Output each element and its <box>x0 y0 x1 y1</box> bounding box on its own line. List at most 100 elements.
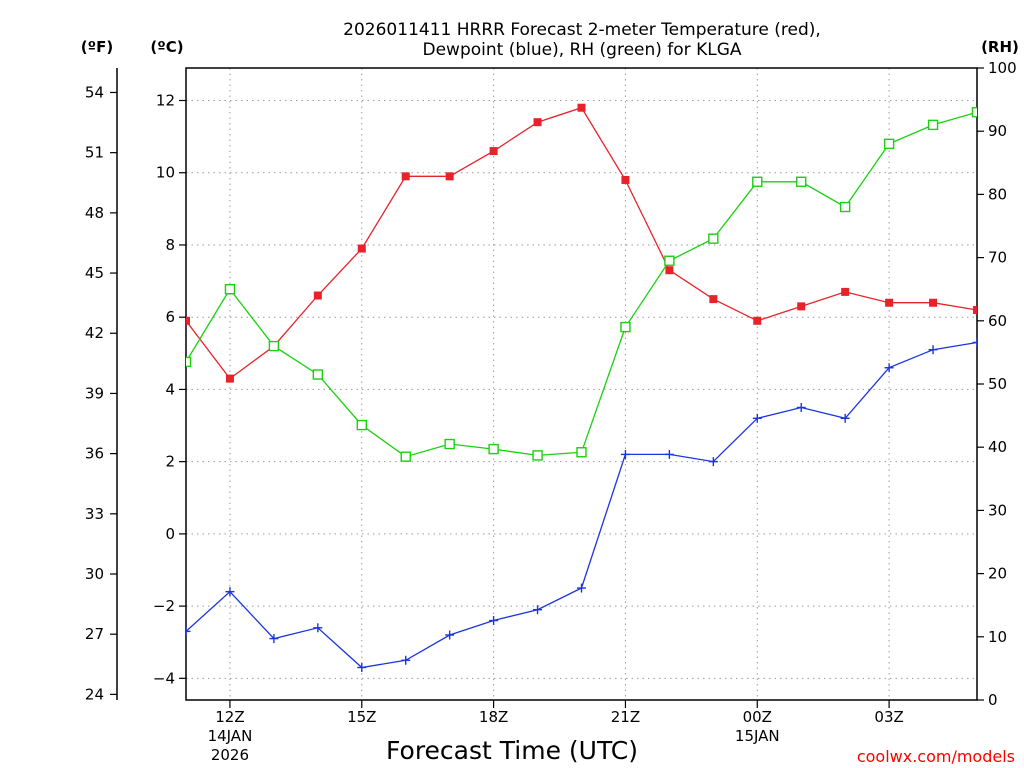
celsius-tick-label: 8 <box>165 236 175 254</box>
rh-line <box>186 111 977 458</box>
dewpoint-point <box>928 345 938 355</box>
rh-tick-label: 80 <box>988 185 1007 203</box>
rh-tick-label: 50 <box>988 375 1007 393</box>
rh-tick-label: 40 <box>988 438 1007 456</box>
x-tick-label: 12Z <box>215 708 244 726</box>
x-tick-label: 00Z <box>743 708 772 726</box>
dewpoint-point <box>620 449 630 459</box>
rh-tick-label: 30 <box>988 501 1007 519</box>
temperature-point <box>797 302 806 311</box>
celsius-tick-label: 0 <box>165 525 175 543</box>
x-tick-label: 03Z <box>874 708 903 726</box>
series-layer <box>186 103 977 672</box>
dewpoint-point <box>884 363 894 373</box>
chart-title-line-2: Dewpoint (blue), RH (green) for KLGA <box>423 40 742 60</box>
rh-point <box>356 419 367 431</box>
temperature-point <box>313 291 322 300</box>
fahrenheit-tick-label: 51 <box>85 144 104 162</box>
x-axis-label: Forecast Time (UTC) <box>386 736 638 765</box>
temperature-point <box>665 266 674 275</box>
fahrenheit-tick-label: 27 <box>85 625 104 643</box>
dewpoint-point <box>577 583 586 593</box>
dewpoint-point <box>401 655 411 665</box>
temperature-point <box>709 295 718 304</box>
rh-point <box>224 284 236 295</box>
rh-point <box>186 356 192 368</box>
rh-point <box>664 255 675 266</box>
x-tick-label: 18Z <box>479 708 508 726</box>
temperature-point <box>357 244 366 253</box>
rh-point <box>576 447 587 458</box>
celsius-tick-label: −2 <box>153 597 175 615</box>
plot-border <box>185 67 978 701</box>
rh-point <box>839 201 851 213</box>
dewpoint-point <box>225 587 235 597</box>
dewpoint-point <box>840 413 850 423</box>
fahrenheit-tick-label: 42 <box>85 324 104 342</box>
x-tick-year-label: 2026 <box>211 746 249 764</box>
celsius-tick-label: 6 <box>165 308 175 326</box>
series-rh <box>186 107 977 462</box>
celsius-tick-label: 12 <box>156 92 175 110</box>
celsius-tick-label: −4 <box>153 669 175 687</box>
fahrenheit-tick-label: 30 <box>85 565 104 583</box>
dewpoint-point <box>972 337 977 347</box>
celsius-tick-label: 4 <box>165 380 175 398</box>
rh-point <box>883 138 895 150</box>
grid <box>186 68 977 700</box>
rh-tick-label: 70 <box>988 249 1007 267</box>
temperature-point <box>225 374 234 383</box>
fahrenheit-tick-label: 48 <box>85 204 104 222</box>
fahrenheit-tick-label: 36 <box>85 445 104 463</box>
fahrenheit-tick-label: 24 <box>85 685 104 703</box>
axis-ticks: 5451484542393633302724121086420−2−410090… <box>85 59 1017 764</box>
rh-point <box>927 119 939 131</box>
rh-point <box>268 340 280 352</box>
rh-point <box>752 176 763 187</box>
dewpoint-point <box>186 626 191 636</box>
rh-tick-label: 10 <box>988 628 1007 646</box>
temperature-line <box>186 106 977 380</box>
dewpoint-line <box>186 341 977 669</box>
rh-tick-label: 0 <box>988 691 998 709</box>
rh-point <box>488 443 499 455</box>
temperature-point <box>533 118 542 127</box>
dewpoint-point <box>533 605 543 615</box>
celsius-tick-label: 10 <box>156 164 175 182</box>
x-tick-label: 21Z <box>611 708 640 726</box>
celsius-tick-label: 2 <box>165 453 175 471</box>
dewpoint-point <box>796 402 806 412</box>
rh-tick-label: 60 <box>988 312 1007 330</box>
rh-point <box>796 176 807 187</box>
temperature-point <box>929 298 938 307</box>
rh-point <box>444 438 455 450</box>
fahrenheit-tick-label: 45 <box>85 264 104 282</box>
rh-tick-label: 100 <box>988 59 1017 77</box>
rh-point <box>708 233 719 244</box>
dewpoint-point <box>357 662 367 672</box>
dewpoint-point <box>752 413 762 423</box>
dewpoint-point <box>313 623 323 633</box>
celsius-unit-label: (ºC) <box>150 38 183 56</box>
rh-point <box>620 321 631 333</box>
fahrenheit-tick-label: 39 <box>85 384 104 402</box>
temperature-point <box>753 316 762 325</box>
temperature-point <box>973 305 977 314</box>
dewpoint-point <box>708 457 718 467</box>
rh-unit-label: (RH) <box>981 38 1019 56</box>
x-tick-label: 15Z <box>347 708 376 726</box>
rh-point <box>400 451 411 462</box>
temperature-point <box>401 172 410 181</box>
rh-point <box>312 369 324 380</box>
temperature-point <box>445 172 454 181</box>
temperature-point <box>489 147 498 156</box>
rh-point <box>971 107 977 118</box>
dewpoint-point <box>489 616 499 626</box>
credit-text: coolwx.com/models <box>857 747 1015 766</box>
fahrenheit-unit-label: (ºF) <box>81 38 113 56</box>
temperature-point <box>577 103 586 112</box>
temperature-point <box>621 175 630 184</box>
x-tick-date-label: 15JAN <box>735 727 780 745</box>
temperature-point <box>186 316 190 325</box>
